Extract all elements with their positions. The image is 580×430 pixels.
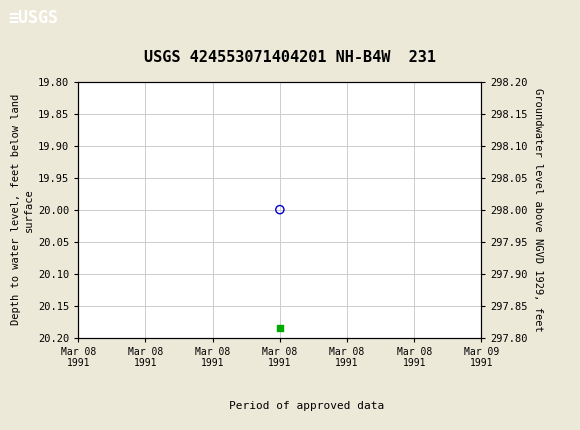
Text: Period of approved data: Period of approved data [229, 401, 385, 412]
Point [275, 325, 284, 332]
Y-axis label: Depth to water level, feet below land
surface: Depth to water level, feet below land su… [10, 94, 34, 325]
Text: ≡USGS: ≡USGS [9, 9, 59, 27]
Point [275, 206, 284, 213]
Text: USGS 424553071404201 NH-B4W  231: USGS 424553071404201 NH-B4W 231 [144, 50, 436, 65]
Y-axis label: Groundwater level above NGVD 1929, feet: Groundwater level above NGVD 1929, feet [534, 88, 543, 332]
